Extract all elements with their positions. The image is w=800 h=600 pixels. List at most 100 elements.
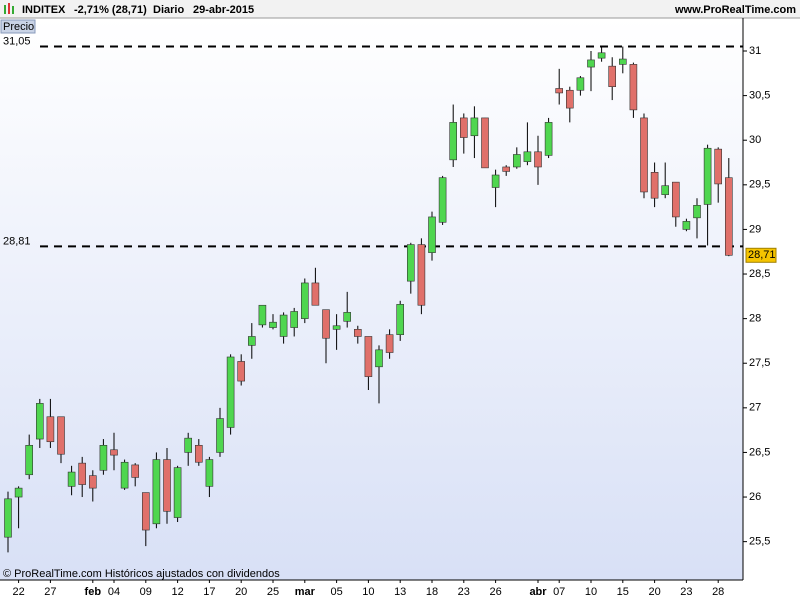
candle-body [25,444,34,476]
candle-body [67,471,76,487]
candle-body [226,356,235,428]
candle-body [428,216,436,253]
x-tick-label: 07 [553,586,565,598]
candle-body [300,282,309,319]
candle-body [35,403,44,440]
candle-body [353,329,362,337]
x-tick-label: 26 [489,586,501,598]
candle-body [523,151,532,162]
change: -2,71% (28,71) [74,4,147,16]
candle-body [576,77,585,91]
y-tick-label: 30 [749,134,761,146]
x-tick-label: abr [529,586,547,598]
x-tick-label: 27 [44,586,56,598]
candle-body [714,148,723,185]
x-tick-label: 12 [171,586,183,598]
x-tick-label: 10 [362,586,374,598]
candle-body [565,89,574,109]
candle-body [608,65,617,87]
candle-body [57,416,65,455]
x-tick-label: 15 [617,586,629,598]
candle-body [629,64,638,111]
last-price-label: 28,71 [748,249,776,261]
y-tick-label: 26 [749,491,761,503]
site: www.ProRealTime.com [674,4,796,16]
candle-body [650,172,659,199]
candle-body [14,487,23,498]
candle-body [682,221,691,230]
x-tick-label: 25 [267,586,279,598]
candle-body [459,117,468,138]
y-tick-label: 27 [749,402,761,414]
candle-body [544,122,553,156]
candle-body [597,52,606,59]
candle-body [110,449,118,456]
candle-body [332,325,341,330]
ticker: INDITEX [22,4,66,16]
candle-body [661,185,670,195]
period: Diario [153,4,184,16]
y-tick-label: 28 [749,313,761,325]
candle-body [491,174,500,188]
level-label: 28,81 [3,235,31,247]
candle-body [640,117,648,193]
candle-body [417,244,426,306]
candle-body [99,444,108,471]
candle-body [163,459,171,512]
y-tick-label: 30,5 [749,90,770,102]
candle-body [396,304,405,335]
header-bar [0,0,800,18]
logo [4,3,14,14]
candle-body [534,151,542,168]
candle-body [618,58,627,65]
candle-body [555,88,564,94]
candle-body [470,117,479,137]
candle-body [512,154,521,168]
panel-label: Precio [3,21,34,33]
x-tick-label: 23 [458,586,470,598]
candle-body [449,122,458,161]
y-tick-label: 29,5 [749,179,770,191]
candle-body [237,361,245,382]
panel-label-box [0,19,36,34]
candle-body [671,181,680,218]
candle-body [184,437,192,453]
x-tick-label: 20 [235,586,247,598]
candle-body [438,177,447,223]
candle-body [216,418,224,453]
candle-body [195,444,203,463]
candle-body [406,244,415,282]
x-tick-label: 13 [394,586,406,598]
candle-body [290,311,299,328]
footer: © ProRealTime.com Históricos ajustados c… [3,568,280,580]
x-tick-label: 18 [426,586,438,598]
candle-body [78,462,86,485]
x-tick-label: 09 [140,586,152,598]
level-label: 31,05 [3,35,31,47]
candle-body [364,336,373,377]
candle-body [502,166,511,172]
candle-body [481,117,489,169]
candle-body [587,59,595,68]
y-tick-label: 27,5 [749,357,770,369]
candle-body [4,498,12,538]
candle-body [279,314,288,337]
candle-body [248,336,256,346]
candle-body [46,416,55,443]
candle-body [120,461,129,489]
y-tick-label: 28,5 [749,268,770,280]
candle-body [724,177,733,256]
y-tick-label: 29 [749,223,761,235]
y-tick-label: 26,5 [749,446,770,458]
candle-body [173,467,182,518]
x-tick-label: 23 [680,586,692,598]
x-tick-label: 20 [648,586,660,598]
candle-body [343,312,352,322]
date: 29-abr-2015 [193,4,254,16]
x-tick-label: 22 [12,586,24,598]
candle-body [258,304,267,326]
candle-body [205,459,214,487]
x-tick-label: feb [85,586,102,598]
y-tick-label: 31 [749,45,761,57]
